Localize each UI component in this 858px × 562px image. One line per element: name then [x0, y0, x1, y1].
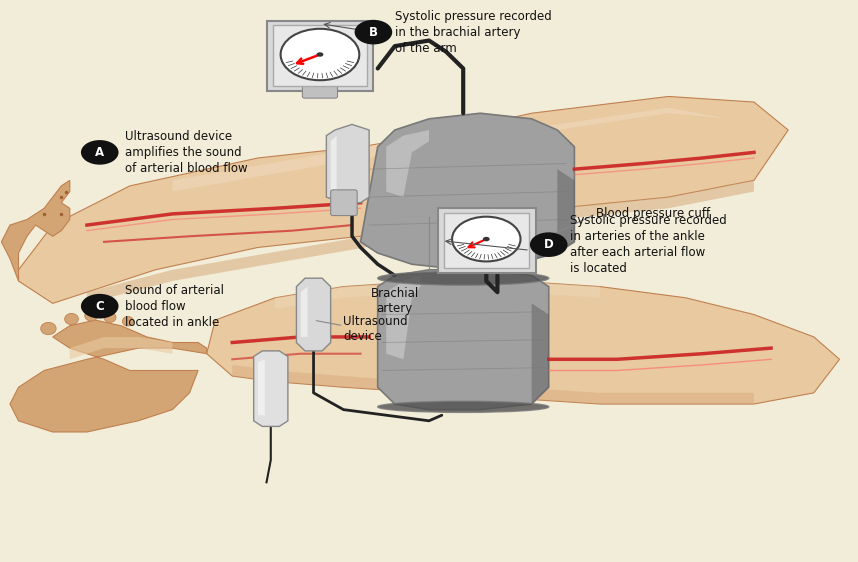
Circle shape [81, 140, 118, 165]
FancyBboxPatch shape [444, 213, 529, 268]
Circle shape [81, 294, 118, 319]
Polygon shape [19, 97, 789, 303]
Polygon shape [300, 287, 307, 337]
Text: Systolic pressure recorded
in the brachial artery
of the arm: Systolic pressure recorded in the brachi… [395, 10, 552, 55]
Text: Systolic pressure recorded
in arteries of the ankle
after each arterial flow
is : Systolic pressure recorded in arteries o… [570, 214, 727, 275]
Text: A: A [95, 146, 105, 159]
Ellipse shape [64, 314, 78, 325]
Text: Ultrasound
device: Ultrasound device [343, 315, 408, 342]
Polygon shape [254, 351, 288, 427]
Text: D: D [544, 238, 553, 251]
Polygon shape [326, 124, 369, 203]
Text: Sound of arterial
blood flow
located in ankle: Sound of arterial blood flow located in … [125, 284, 225, 329]
Polygon shape [233, 365, 754, 404]
Polygon shape [207, 281, 839, 404]
Polygon shape [69, 337, 172, 359]
Polygon shape [515, 169, 574, 264]
Circle shape [317, 52, 323, 57]
Circle shape [281, 29, 360, 80]
Ellipse shape [378, 401, 549, 413]
Ellipse shape [104, 312, 116, 323]
Polygon shape [532, 303, 549, 404]
Circle shape [483, 237, 490, 241]
Polygon shape [378, 270, 549, 410]
Text: Ultrasound device
amplifies the sound
of arterial blood flow: Ultrasound device amplifies the sound of… [125, 130, 248, 175]
Ellipse shape [378, 271, 549, 285]
Text: Blood pressure cuff: Blood pressure cuff [595, 207, 710, 220]
Polygon shape [87, 180, 754, 303]
FancyBboxPatch shape [330, 190, 357, 216]
Polygon shape [2, 180, 69, 281]
Polygon shape [10, 320, 207, 432]
Text: Brachial
artery: Brachial artery [371, 287, 419, 315]
Text: C: C [95, 300, 104, 312]
FancyBboxPatch shape [438, 209, 536, 273]
Polygon shape [330, 135, 336, 192]
Circle shape [530, 232, 567, 257]
Ellipse shape [123, 316, 134, 326]
FancyBboxPatch shape [274, 25, 366, 87]
Text: B: B [369, 26, 378, 39]
FancyBboxPatch shape [302, 85, 337, 98]
Circle shape [354, 20, 392, 44]
Polygon shape [297, 278, 330, 351]
Polygon shape [386, 275, 420, 359]
Polygon shape [386, 130, 429, 197]
FancyBboxPatch shape [267, 21, 373, 91]
Polygon shape [258, 359, 265, 415]
Ellipse shape [85, 310, 98, 321]
Polygon shape [275, 281, 600, 309]
Ellipse shape [40, 323, 56, 335]
Polygon shape [172, 108, 728, 192]
Circle shape [452, 217, 521, 261]
Polygon shape [360, 113, 574, 270]
